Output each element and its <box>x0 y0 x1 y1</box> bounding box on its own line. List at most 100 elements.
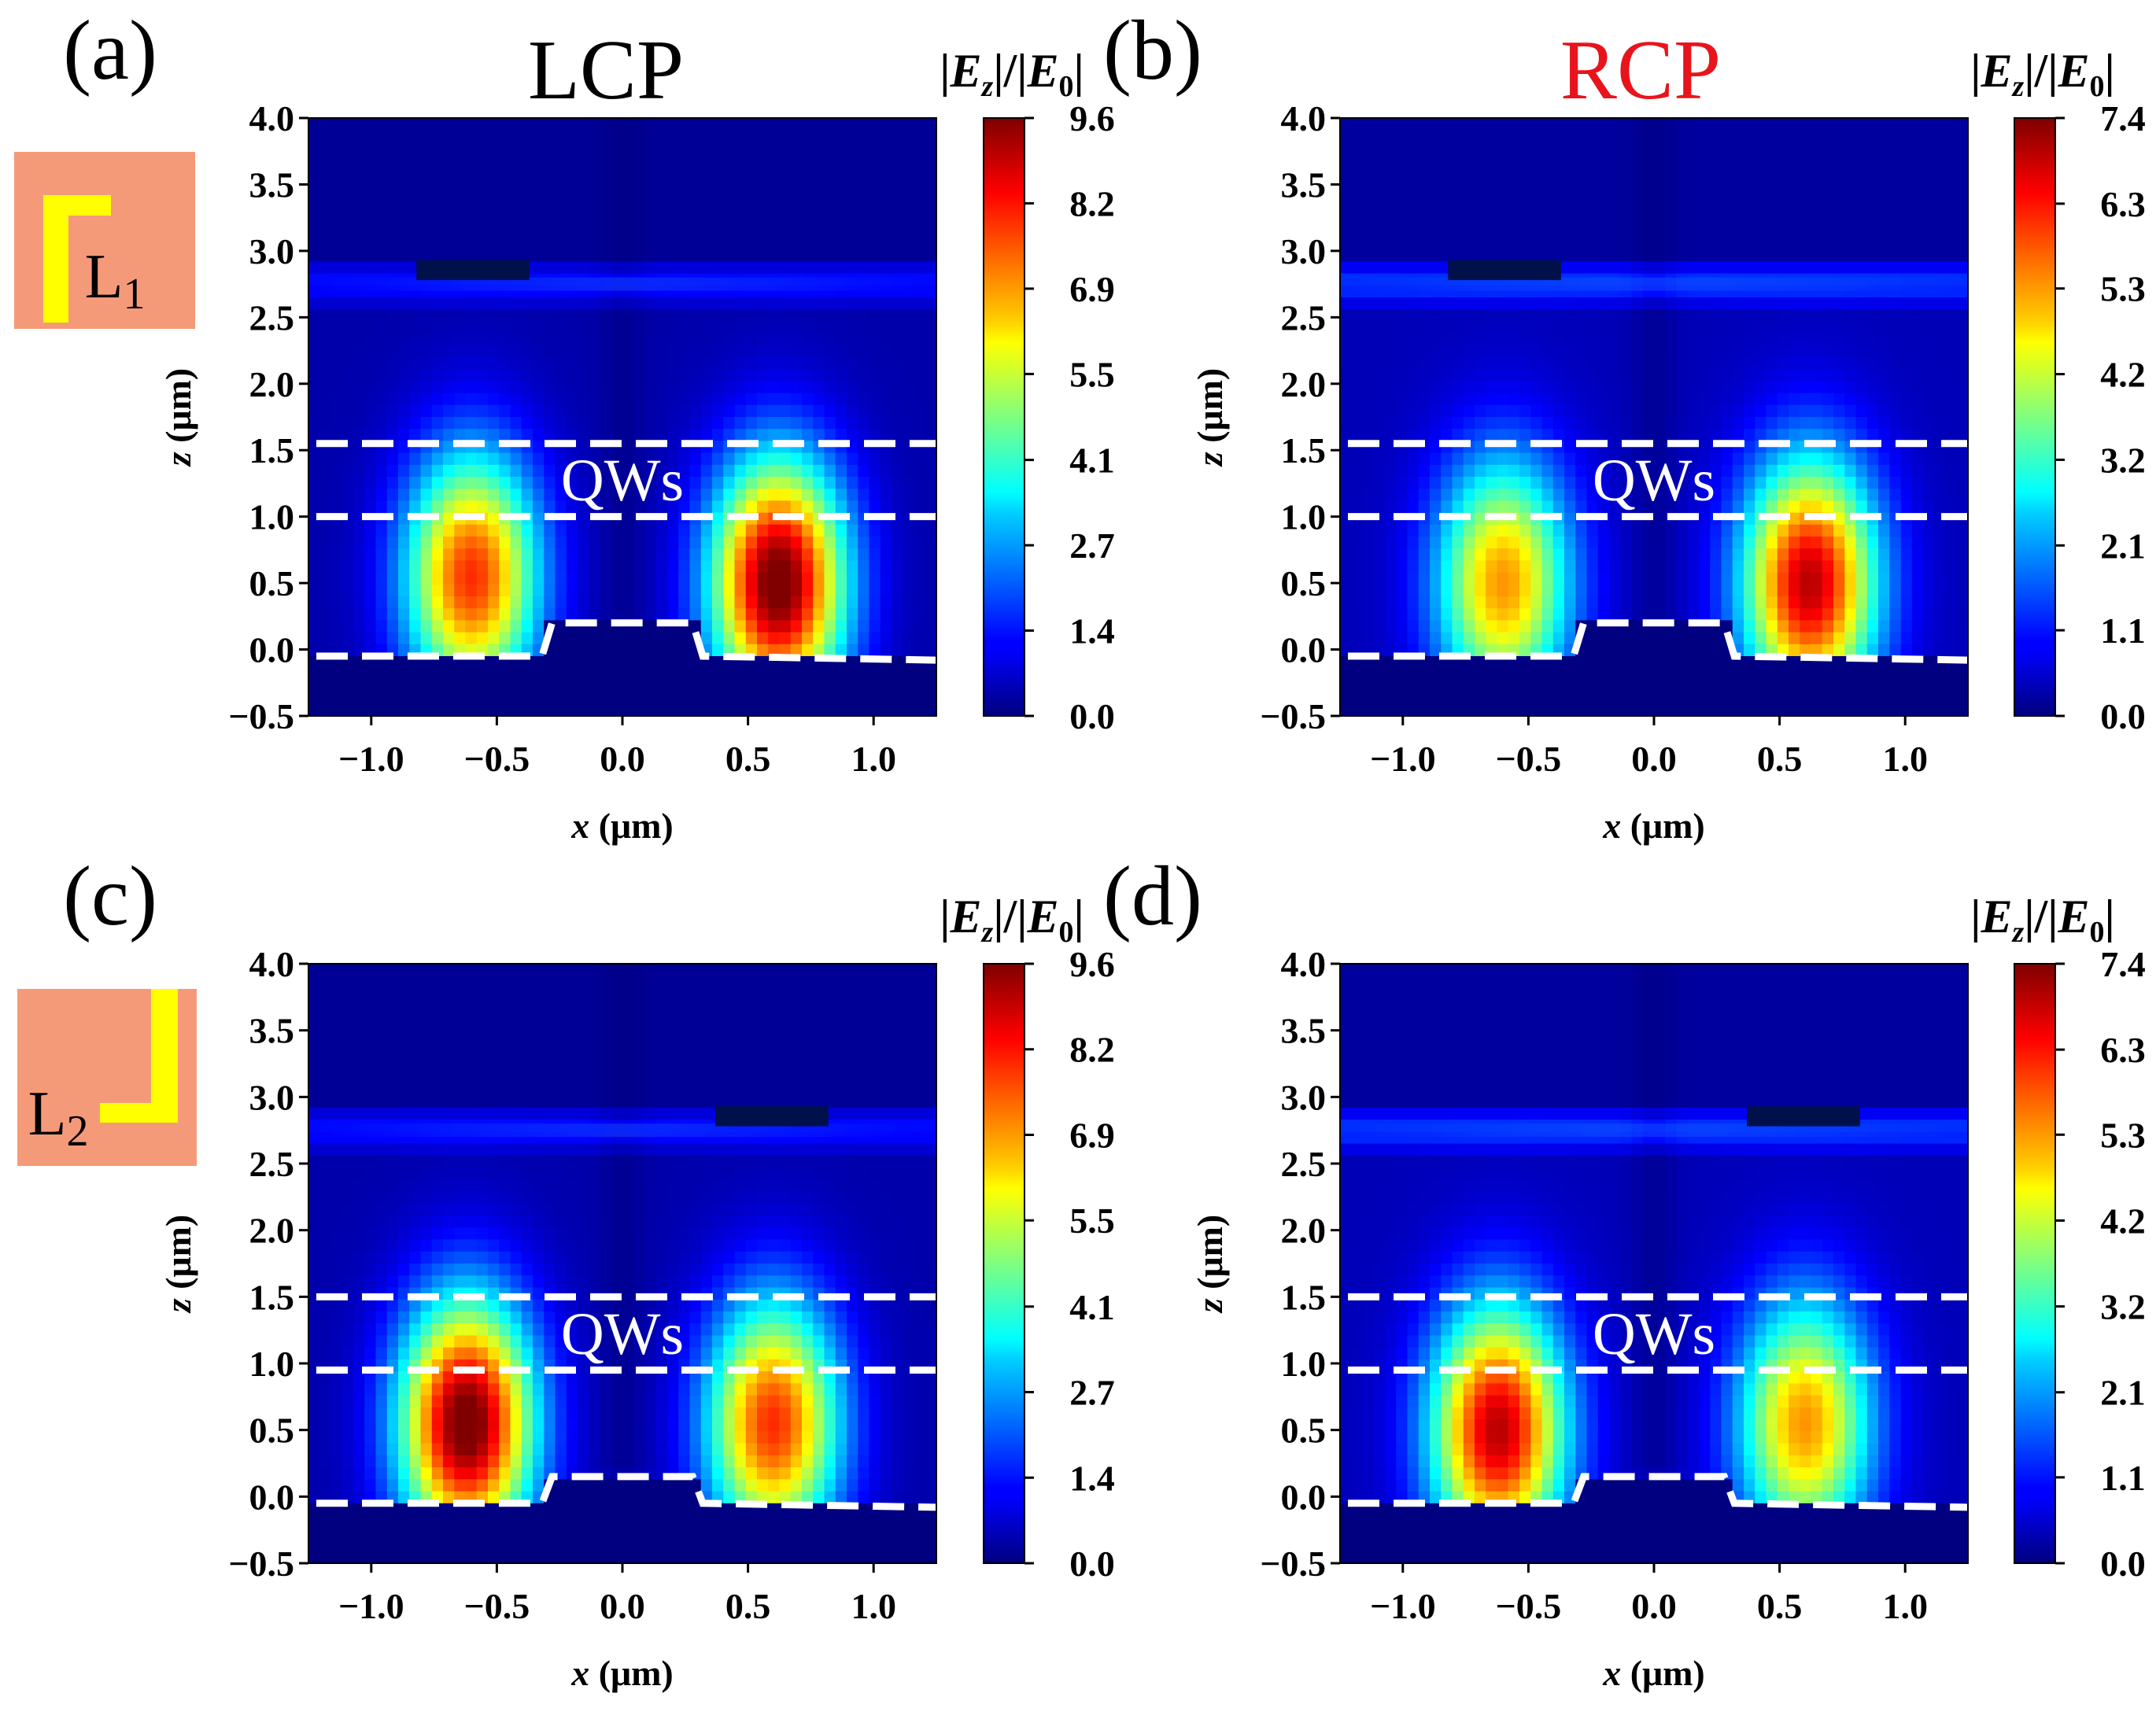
heatmap-cell <box>633 524 646 537</box>
heatmap-cell <box>1564 153 1576 167</box>
heatmap-cell <box>488 644 500 657</box>
heatmap-cell <box>589 261 601 275</box>
heatmap-cell <box>341 142 354 155</box>
heatmap-cell <box>633 548 646 561</box>
heatmap-cell <box>1665 333 1678 346</box>
heatmap-cell <box>869 333 881 346</box>
heatmap-cell <box>903 153 915 167</box>
heatmap-cell <box>745 178 758 190</box>
heatmap-cell <box>1407 417 1419 430</box>
heatmap-cell <box>622 393 634 406</box>
heatmap-cell <box>341 572 354 585</box>
heatmap-cell <box>353 572 365 585</box>
heatmap-cell <box>1833 345 1845 358</box>
heatmap-cell <box>319 632 332 645</box>
heatmap-cell <box>1721 309 1733 322</box>
heatmap-cell <box>533 165 545 179</box>
heatmap-cell <box>734 345 747 358</box>
heatmap-cell <box>308 165 320 179</box>
heatmap-cell <box>869 500 881 514</box>
heatmap-cell <box>813 333 825 346</box>
heatmap-cell <box>341 548 354 561</box>
heatmap-cell <box>1911 548 1924 561</box>
heatmap-cell <box>386 142 399 155</box>
heatmap-cell <box>644 213 657 227</box>
heatmap-cell <box>555 381 567 394</box>
heatmap-cell <box>1407 309 1419 322</box>
heatmap-cell <box>655 703 668 717</box>
heatmap-cell <box>869 118 881 131</box>
heatmap-cell <box>589 477 601 489</box>
heatmap-cell <box>1789 190 1800 202</box>
heatmap-cell <box>757 692 769 705</box>
heatmap-cell <box>678 452 691 466</box>
heatmap-cell <box>1744 441 1755 454</box>
heatmap-cell <box>499 153 511 167</box>
heatmap-cell <box>1441 153 1453 167</box>
heatmap-cell <box>1878 118 1890 131</box>
heatmap-cell <box>1811 238 1823 250</box>
heatmap-cell <box>914 620 926 633</box>
heatmap-cell <box>1407 429 1419 441</box>
heatmap-cell <box>824 548 836 561</box>
heatmap-cell <box>330 560 343 574</box>
heatmap-cell <box>555 608 567 621</box>
heatmap-cell <box>555 596 567 609</box>
heatmap-cell <box>465 118 478 131</box>
heatmap-cell <box>1586 381 1599 394</box>
heatmap-cell <box>1766 142 1778 155</box>
heatmap-cell <box>1945 452 1958 466</box>
heatmap-cell <box>1475 393 1486 406</box>
heatmap-cell <box>880 548 892 561</box>
heatmap-cell <box>521 537 533 549</box>
heatmap-cell <box>745 703 758 717</box>
heatmap-cell <box>1699 249 1711 262</box>
heatmap-cell <box>1463 190 1475 202</box>
heatmap-cell <box>1475 309 1486 322</box>
heatmap-cell <box>1844 153 1857 167</box>
heatmap-cell <box>1956 333 1969 346</box>
heatmap-cell <box>1340 190 1352 202</box>
heatmap-cell <box>655 225 668 238</box>
heatmap-cell <box>1340 118 1352 131</box>
heatmap-cell <box>1699 441 1711 454</box>
heatmap-cell <box>633 417 646 430</box>
heatmap-cell <box>790 477 803 489</box>
heatmap-cell <box>1452 548 1464 561</box>
heatmap-cell <box>330 489 343 501</box>
heatmap-cell <box>465 584 478 597</box>
heatmap-cell <box>1351 500 1364 514</box>
heatmap-cell <box>409 417 422 430</box>
heatmap-cell <box>1396 238 1408 250</box>
heatmap-cell <box>1676 404 1689 418</box>
heatmap-cell <box>578 477 589 489</box>
heatmap-cell <box>308 524 320 537</box>
heatmap-cell <box>533 369 545 382</box>
heatmap-cell <box>1396 452 1408 466</box>
heatmap-cell <box>1800 309 1812 322</box>
heatmap-cell <box>689 369 702 382</box>
heatmap-cell <box>1822 190 1834 202</box>
heatmap-cell <box>454 130 467 142</box>
heatmap-cell <box>1609 537 1621 549</box>
heatmap-cell <box>1665 201 1678 215</box>
heatmap-cell <box>510 369 522 382</box>
heatmap-cell <box>476 393 489 406</box>
heatmap-cell <box>1744 190 1755 202</box>
heatmap-cell <box>1519 381 1531 394</box>
heatmap-cell <box>386 632 399 645</box>
heatmap-cell <box>1833 417 1845 430</box>
heatmap-cell <box>555 249 567 262</box>
heatmap-cell <box>892 524 903 537</box>
heatmap-cell <box>488 608 500 621</box>
heatmap-cell <box>903 632 915 645</box>
heatmap-cell <box>431 632 444 645</box>
heatmap-cell <box>858 537 870 549</box>
heatmap-cell <box>925 572 937 585</box>
heatmap-cell <box>375 261 388 275</box>
heatmap-cell <box>409 452 422 466</box>
heatmap-cell <box>655 238 668 250</box>
heatmap-cell <box>1519 225 1531 238</box>
heatmap-cell <box>644 703 657 717</box>
heatmap-cell <box>555 703 567 717</box>
